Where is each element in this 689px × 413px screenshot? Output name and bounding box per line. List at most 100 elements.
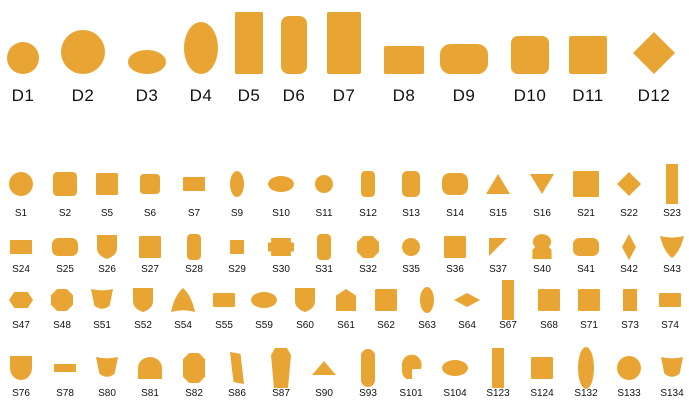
- shape-label: S37: [489, 264, 507, 275]
- rect-tall-wide-shape-icon: [327, 12, 361, 74]
- square-shape-icon: [96, 173, 118, 195]
- shape-label: S2: [58, 208, 72, 219]
- square-shape-icon: [538, 289, 560, 311]
- notched-rect-shape-icon: [268, 238, 294, 256]
- shape-label: S59: [255, 320, 273, 331]
- shape-label: S61: [337, 320, 355, 331]
- bar-tall-shape-icon: [502, 280, 514, 320]
- square-shape-icon: [531, 357, 553, 379]
- shape-label: S133: [617, 388, 641, 399]
- bar-wide-shape-icon: [54, 364, 76, 372]
- diamond-shape-icon: [617, 172, 641, 196]
- rect-tall-rounded-shape-icon: [187, 234, 201, 260]
- triangle-up-shape-icon: [486, 174, 510, 194]
- shape-label: S73: [621, 320, 639, 331]
- hexagon-wide-shape-icon: [9, 292, 33, 308]
- shield-shape-icon: [133, 288, 153, 312]
- pentagon-house-shape-icon: [336, 289, 356, 311]
- ellipse-wide-shape-icon: [251, 292, 277, 308]
- shield-shape-icon: [97, 235, 117, 259]
- circle-small-shape-icon: [315, 175, 333, 193]
- shape-label: S7: [187, 208, 201, 219]
- shape-label: D6: [282, 86, 306, 105]
- arch-shape-icon: [138, 357, 162, 379]
- shape-label: D8: [392, 86, 416, 105]
- shape-label: S24: [12, 264, 30, 275]
- rect-wide-shape-icon: [10, 240, 32, 254]
- shape-label: S41: [577, 264, 595, 275]
- circle-small-shape-icon: [402, 238, 420, 256]
- cup-shape-icon: [96, 357, 118, 377]
- shape-label: S81: [141, 388, 159, 399]
- ellipse-tall-large-shape-icon: [578, 347, 594, 389]
- square-shape-icon: [444, 236, 466, 258]
- shape-label: S13: [402, 208, 420, 219]
- shape-label: S76: [12, 388, 30, 399]
- rect-wide-shape-icon: [384, 46, 424, 74]
- shape-label: S12: [359, 208, 377, 219]
- shape-label: S29: [228, 264, 246, 275]
- ellipse-wide-shape-icon: [442, 360, 468, 376]
- rect-tall-rounded-shape-icon: [361, 171, 375, 197]
- shape-label: S93: [359, 388, 377, 399]
- shape-label: D10: [513, 86, 547, 105]
- rect-tall-rounded-shape-icon: [281, 16, 307, 74]
- bar-tall-shape-icon: [666, 164, 678, 204]
- rect-wide-shape-icon: [183, 177, 205, 191]
- triangle-down-shape-icon: [530, 174, 554, 194]
- shape-label: S23: [663, 208, 681, 219]
- ellipse-wide-shape-icon: [268, 176, 294, 192]
- shape-label: S1: [14, 208, 28, 219]
- shape-label: S43: [663, 264, 681, 275]
- bar-tall-shape-icon: [492, 348, 504, 388]
- cup-shape-icon: [91, 289, 113, 309]
- shape-label: S80: [98, 388, 116, 399]
- shape-label: S134: [660, 388, 684, 399]
- square-shape-icon: [139, 236, 161, 258]
- diamond-shape-icon: [633, 32, 675, 74]
- shape-label: S52: [134, 320, 152, 331]
- rect-wide-rounded-shape-icon: [573, 238, 599, 256]
- circle-large-shape-icon: [61, 30, 105, 74]
- shape-label: S47: [12, 320, 30, 331]
- shape-label: S28: [185, 264, 203, 275]
- shape-label: S40: [533, 264, 551, 275]
- shape-label: S31: [315, 264, 333, 275]
- shape-label: S63: [418, 320, 436, 331]
- reuleaux-down-shape-icon: [660, 236, 684, 258]
- octagon-tall-shape-icon: [183, 353, 205, 383]
- shape-label: S42: [620, 264, 638, 275]
- shape-label: S90: [315, 388, 333, 399]
- shape-label: D1: [11, 86, 35, 105]
- square-rounded-shape-icon: [53, 172, 77, 196]
- rounded-wide-shape-icon: [442, 173, 468, 195]
- parallelogram-tall-shape-icon: [230, 352, 244, 384]
- shape-label: S71: [580, 320, 598, 331]
- shape-label: S36: [446, 264, 464, 275]
- shape-label: S74: [661, 320, 679, 331]
- square-small-shape-icon: [230, 240, 244, 254]
- circle-shape-icon: [7, 42, 39, 74]
- shape-label: D11: [572, 86, 604, 105]
- shape-label: S14: [446, 208, 464, 219]
- rect-tall-rounded-shape-icon: [317, 234, 331, 260]
- shape-label: S78: [56, 388, 74, 399]
- shape-label: S10: [272, 208, 290, 219]
- capsule-tall-shape-icon: [361, 349, 375, 387]
- hexagon-tall-shape-icon: [271, 348, 291, 388]
- rect-tall-shape-icon: [623, 289, 637, 311]
- shape-label: S67: [499, 320, 517, 331]
- circle-shape-icon: [9, 172, 33, 196]
- shape-label: S104: [443, 388, 467, 399]
- shape-label: S87: [272, 388, 290, 399]
- shape-label: S9: [230, 208, 244, 219]
- shield-shape-icon: [295, 288, 315, 312]
- shape-label: S82: [185, 388, 203, 399]
- octagon-shape-icon: [357, 236, 379, 258]
- shape-label: D5: [237, 86, 261, 105]
- shape-label: S6: [143, 208, 157, 219]
- shape-label: S26: [98, 264, 116, 275]
- shape-label: S25: [56, 264, 74, 275]
- rect-wide-rounded-shape-icon: [52, 238, 78, 256]
